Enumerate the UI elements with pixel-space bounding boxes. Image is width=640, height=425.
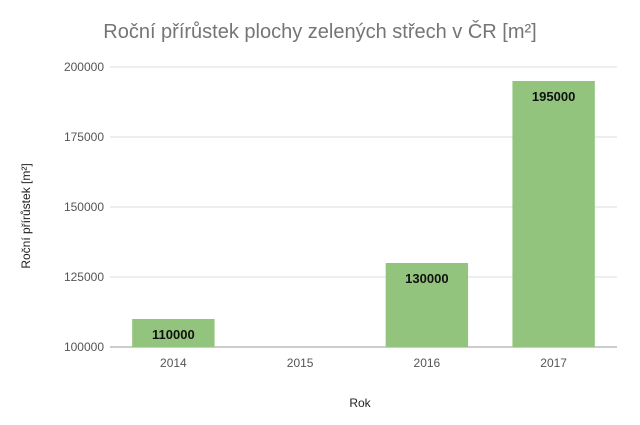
bar [132, 319, 215, 347]
x-tick-label: 2014 [160, 356, 187, 370]
x-axis-label: Rok [349, 396, 371, 410]
chart-title: Roční přírůstek plochy zelených střech v… [103, 20, 536, 43]
bar [512, 81, 595, 347]
y-tick-label: 175000 [64, 130, 104, 144]
y-axis-label: Roční přírůstek [m²] [19, 163, 33, 268]
x-tick-label: 2017 [540, 356, 567, 370]
y-tick-label: 200000 [64, 60, 104, 74]
x-axis-ticks: 2014 2015 2016 2017 [160, 356, 567, 370]
y-tick-label: 100000 [64, 340, 104, 354]
x-tick-label: 2015 [287, 356, 314, 370]
bars: 110000 130000 195000 [132, 81, 595, 347]
bar [385, 263, 469, 347]
bar-data-label: 195000 [532, 89, 575, 104]
x-tick-label: 2016 [414, 356, 441, 370]
bar-data-label: 110000 [152, 327, 195, 342]
y-axis-ticks: 100000 125000 150000 175000 200000 [64, 60, 104, 354]
y-tick-label: 150000 [64, 200, 104, 214]
y-tick-label: 125000 [64, 270, 104, 284]
bar-data-label: 130000 [405, 271, 448, 286]
